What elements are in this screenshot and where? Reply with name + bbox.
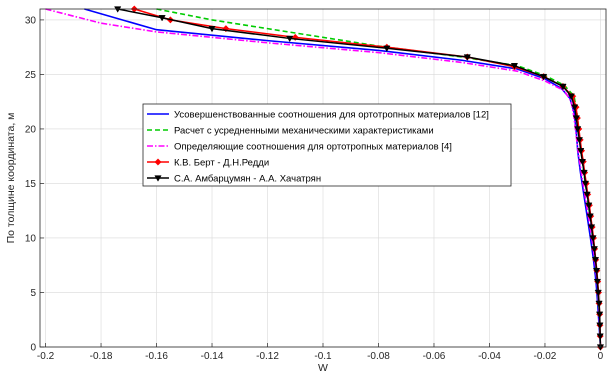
- legend-label: Расчет с усредненными механическими хара…: [174, 126, 434, 137]
- triangle-marker: [595, 300, 603, 308]
- triangle-marker: [578, 158, 587, 166]
- triangle-marker: [591, 257, 600, 264]
- x-tick-label: -0.2: [37, 351, 55, 362]
- ticks: -0.2 -0.18 -0.16 -0.14 -0.12 -0.1 -0.08 -0.06 -0…: [25, 15, 604, 362]
- triangle-marker: [539, 73, 548, 81]
- legend-label: Определяющие соотношения для ортотропных…: [174, 142, 452, 153]
- triangle-marker: [463, 54, 471, 61]
- y-tick-label: 20: [25, 124, 37, 135]
- triangle-marker: [580, 169, 588, 177]
- x-tick-label: -0.02: [534, 351, 557, 362]
- legend-label: Усовершенствованные соотношения для орто…: [174, 110, 489, 121]
- triangle-marker: [583, 191, 591, 199]
- y-tick-label: 10: [25, 233, 37, 244]
- x-tick-label: -0.18: [90, 351, 113, 362]
- legend-entry: С.А. Амбарцумян - А.А. Хачатрян: [147, 174, 321, 185]
- legend-entry: Определяющие соотношения для ортотропных…: [147, 142, 452, 153]
- triangle-marker: [571, 104, 579, 111]
- triangle-marker: [596, 333, 604, 340]
- triangle-marker: [575, 137, 583, 144]
- triangle-marker: [585, 202, 593, 209]
- y-tick-label: 30: [25, 15, 37, 26]
- triangle-marker: [158, 15, 166, 22]
- x-tick-label: 0: [598, 351, 604, 362]
- y-tick-label: 25: [25, 70, 37, 81]
- legend-label: С.А. Амбарцумян - А.А. Хачатрян: [174, 174, 321, 185]
- legend-entry: Усовершенствованные соотношения для орто…: [147, 110, 489, 121]
- triangle-marker: [593, 278, 602, 286]
- triangle-marker: [595, 311, 604, 318]
- triangle-marker: [559, 83, 567, 91]
- legend-label: К.В. Берт - Д.Н.Редди: [174, 158, 269, 169]
- triangle-marker: [208, 25, 216, 33]
- triangle-marker: [590, 246, 598, 253]
- x-tick-label: -0.06: [423, 351, 446, 362]
- x-tick-label: -0.04: [478, 351, 501, 362]
- triangle-marker: [586, 213, 594, 220]
- triangle-marker: [589, 235, 597, 242]
- triangle-marker: [596, 322, 604, 329]
- legend-entry: К.В. Берт - Д.Н.Редди: [147, 158, 269, 169]
- x-tick-label: -0.14: [201, 351, 224, 362]
- y-tick-label: 0: [30, 343, 36, 354]
- y-tick-label: 15: [25, 179, 37, 190]
- legend-entry: Расчет с усредненными механическими хара…: [147, 126, 434, 137]
- triangle-marker: [383, 45, 391, 52]
- x-tick-label: -0.16: [145, 351, 168, 362]
- diamond-marker: [154, 158, 162, 166]
- x-axis-label: W: [318, 362, 328, 374]
- series-layer: [45, 5, 605, 351]
- x-tick-label: -0.12: [256, 351, 279, 362]
- y-axis-label: По толщине координата, м: [5, 113, 17, 244]
- triangle-marker: [572, 115, 580, 122]
- triangle-marker: [574, 126, 582, 133]
- legend: Усовершенствованные соотношения для орто…: [142, 103, 512, 187]
- triangle-marker: [286, 35, 294, 43]
- legend-box: [142, 103, 512, 187]
- x-tick-label: -0.1: [314, 351, 332, 362]
- x-tick-label: -0.08: [367, 351, 390, 362]
- series-5: [114, 6, 605, 351]
- triangle-marker: [592, 268, 601, 275]
- y-tick-label: 5: [30, 288, 36, 299]
- triangle-marker: [577, 148, 585, 155]
- triangle-marker: [594, 289, 602, 297]
- triangle-marker: [581, 180, 590, 188]
- triangle-marker: [510, 63, 519, 70]
- triangle-marker: [567, 93, 575, 100]
- triangle-marker: [587, 224, 596, 231]
- triangle-marker: [154, 175, 162, 182]
